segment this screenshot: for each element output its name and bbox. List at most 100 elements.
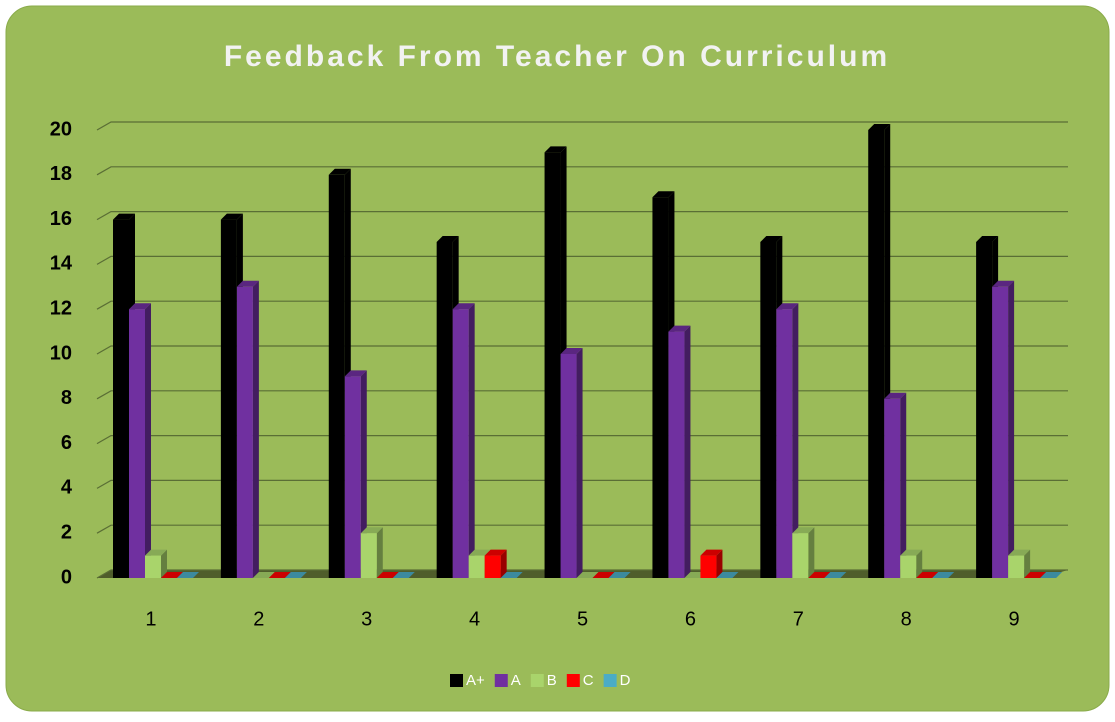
bar-front [468, 555, 485, 578]
bar [776, 303, 799, 578]
bar [161, 572, 183, 578]
bar-front [652, 197, 669, 578]
y-tick-label: 18 [50, 163, 72, 185]
y-tick-label: 14 [50, 253, 73, 275]
bar-side [161, 549, 167, 578]
x-tick-label: 4 [469, 608, 480, 630]
bar-front [544, 152, 561, 578]
bar-top [113, 213, 135, 220]
bar-front [360, 533, 377, 578]
bar-top [1024, 572, 1047, 578]
bar-side [376, 527, 383, 578]
bar-front [900, 555, 917, 578]
grid-line [96, 435, 1068, 445]
x-tick-label: 5 [577, 608, 588, 630]
bar [268, 572, 291, 578]
legend-swatch [603, 674, 617, 687]
bar-top [760, 236, 783, 242]
legend-label: A+ [466, 672, 485, 689]
bar-side [145, 303, 151, 578]
bar [792, 527, 815, 578]
bar [824, 572, 847, 578]
bar-top [129, 303, 151, 310]
bar-top [576, 572, 599, 578]
bar-top [668, 325, 691, 332]
bar-top [452, 303, 475, 310]
legend-label: C [583, 672, 594, 689]
bar-front [452, 309, 469, 578]
bar [900, 549, 923, 578]
y-tick-label: 10 [50, 342, 72, 364]
bar-front [760, 242, 777, 578]
grid-line [96, 166, 1068, 176]
legend-swatch [566, 674, 580, 687]
bar [808, 572, 831, 578]
bar-top [252, 572, 275, 578]
bar-side [684, 325, 691, 578]
y-tick-label: 6 [61, 432, 72, 454]
bar [700, 549, 723, 578]
bar [560, 348, 583, 578]
bar-top [824, 572, 847, 578]
bar-top [976, 236, 999, 242]
bar [392, 572, 415, 578]
bar-side [808, 527, 815, 578]
x-tick-label: 7 [793, 608, 804, 630]
bar-top [716, 572, 739, 578]
bar-side [1024, 549, 1031, 578]
bar-top [436, 236, 459, 242]
bar [376, 572, 399, 578]
y-tick-label: 16 [50, 208, 72, 230]
grid-line [96, 569, 1068, 579]
bar-top [1008, 549, 1031, 556]
grid-line [96, 345, 1068, 355]
bar-top [161, 572, 183, 578]
bar-top [544, 146, 567, 153]
legend-label: D [620, 672, 631, 689]
grid-line [96, 390, 1068, 400]
bar-front [868, 130, 885, 578]
bar [608, 572, 631, 578]
bar-top [177, 572, 199, 578]
grid-line [96, 479, 1068, 489]
bar [344, 370, 367, 578]
bar-top [376, 572, 399, 578]
x-tick-label: 9 [1008, 608, 1019, 630]
legend-label: A [511, 672, 521, 689]
bar-top [236, 280, 259, 287]
bar-side [252, 280, 259, 578]
bar-front [700, 555, 717, 578]
bar-top [884, 392, 907, 399]
bar-front [344, 376, 361, 578]
x-tick-label: 1 [145, 608, 156, 630]
bar [145, 549, 167, 578]
bar-top [500, 572, 523, 578]
bar [1024, 572, 1047, 578]
y-tick-label: 2 [61, 521, 72, 543]
bar-side [576, 348, 583, 578]
bar-top [220, 213, 243, 220]
bar [129, 303, 151, 578]
bar [252, 572, 275, 578]
bar-top [652, 191, 675, 198]
bar [1008, 549, 1031, 578]
bar-side [716, 549, 723, 578]
bar [484, 549, 507, 578]
bar-front [436, 242, 453, 578]
bar-top [145, 549, 167, 556]
x-tick-label: 2 [253, 608, 264, 630]
bar-side [468, 303, 475, 578]
bar-front [484, 555, 501, 578]
bar-front [776, 309, 793, 578]
bar [177, 572, 199, 578]
bar-front [113, 219, 129, 578]
y-tick-label: 20 [50, 118, 72, 140]
bar-front [976, 242, 993, 578]
bar [592, 572, 615, 578]
x-tick-label: 8 [901, 608, 912, 630]
bar-front [1008, 555, 1025, 578]
bar-side [1008, 280, 1015, 578]
bar [932, 572, 955, 578]
bar-top [344, 370, 367, 377]
